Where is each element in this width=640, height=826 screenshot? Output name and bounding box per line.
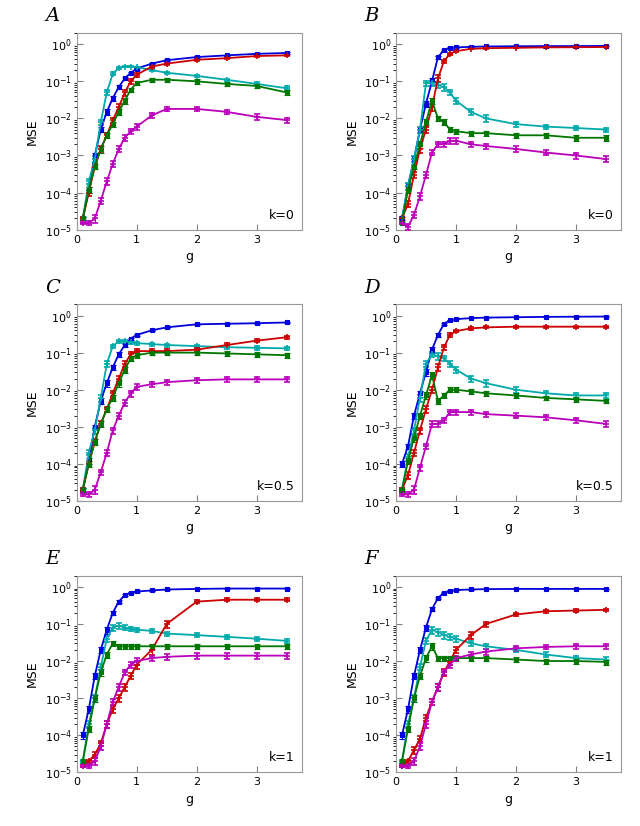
X-axis label: g: g	[185, 521, 193, 534]
Text: k=0.5: k=0.5	[576, 480, 614, 493]
Text: B: B	[365, 7, 379, 25]
Text: A: A	[45, 7, 60, 25]
Y-axis label: MSE: MSE	[26, 661, 39, 687]
Y-axis label: MSE: MSE	[26, 389, 39, 416]
Y-axis label: MSE: MSE	[345, 389, 358, 416]
Text: k=0: k=0	[588, 209, 614, 222]
X-axis label: g: g	[504, 793, 513, 805]
X-axis label: g: g	[504, 521, 513, 534]
X-axis label: g: g	[185, 250, 193, 263]
X-axis label: g: g	[185, 793, 193, 805]
Text: D: D	[365, 278, 380, 297]
Text: k=1: k=1	[269, 752, 295, 764]
Text: E: E	[45, 550, 60, 567]
X-axis label: g: g	[504, 250, 513, 263]
Text: k=0.5: k=0.5	[257, 480, 295, 493]
Text: k=0: k=0	[269, 209, 295, 222]
Text: F: F	[365, 550, 378, 567]
Text: C: C	[45, 278, 60, 297]
Y-axis label: MSE: MSE	[345, 118, 358, 145]
Text: k=1: k=1	[588, 752, 614, 764]
Y-axis label: MSE: MSE	[345, 661, 358, 687]
Y-axis label: MSE: MSE	[26, 118, 39, 145]
